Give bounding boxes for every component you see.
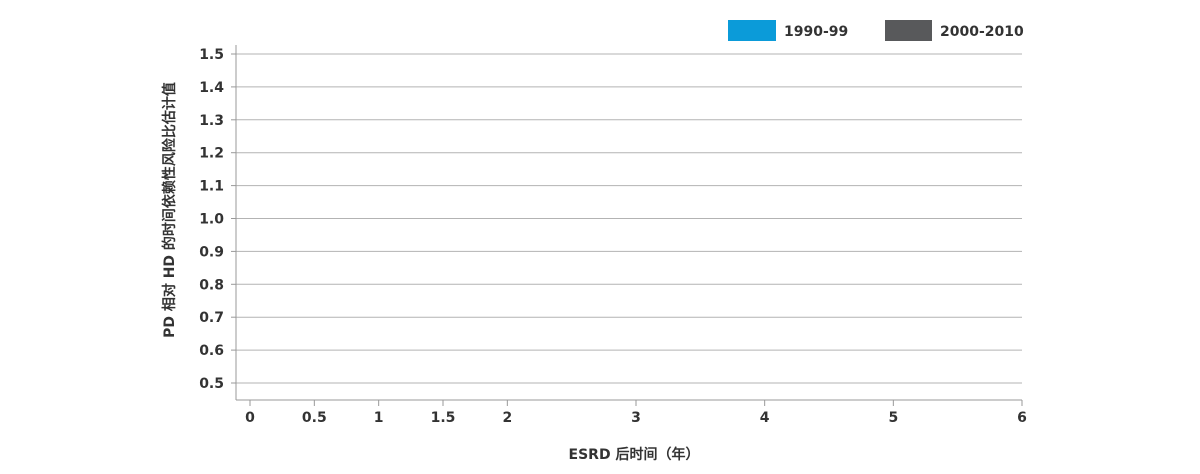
y-tick-label: 0.9 (199, 244, 224, 260)
y-tick-label: 1.3 (199, 113, 224, 129)
x-tick-label: 1.5 (431, 410, 456, 426)
x-tick-label: 2 (502, 410, 512, 426)
y-tick-label: 0.5 (199, 376, 224, 392)
x-tick-label: 4 (760, 410, 770, 426)
y-axis-ticks: 0.5 0.6 0.7 0.8 0.9 1.0 1.1 1.2 1.3 1.4 1.5 (199, 47, 236, 392)
legend-label-1990-99: 1990-99 (784, 24, 848, 40)
gridlines (236, 53, 1022, 384)
y-tick-label: 1.4 (199, 80, 224, 96)
y-tick-label: 0.8 (199, 277, 224, 293)
x-tick-label: 3 (631, 410, 641, 426)
legend-swatch-2000-2010 (885, 20, 932, 41)
x-axis-ticks: 0 0.5 1 1.5 2 3 4 5 6 (245, 400, 1027, 426)
y-tick-label: 0.7 (199, 310, 224, 326)
y-tick-label: 1.5 (199, 47, 224, 63)
x-tick-label: 6 (1017, 410, 1027, 426)
x-tick-label: 1 (374, 410, 384, 426)
legend-swatch-1990-99 (728, 20, 776, 41)
x-axis-label: ESRD 后时间（年） (569, 446, 700, 463)
legend: 1990-99 2000-2010 (728, 20, 1024, 41)
x-tick-label: 0.5 (302, 410, 327, 426)
x-tick-label: 0 (245, 410, 255, 426)
y-tick-label: 1.2 (199, 146, 224, 162)
y-axis-label: PD 相对 HD 的时间依赖性风险比估计值 (161, 82, 178, 338)
y-tick-label: 1.1 (199, 179, 224, 195)
x-tick-label: 5 (888, 410, 898, 426)
y-tick-label: 1.0 (199, 212, 224, 228)
legend-label-2000-2010: 2000-2010 (940, 24, 1024, 40)
y-tick-label: 0.6 (199, 343, 224, 359)
